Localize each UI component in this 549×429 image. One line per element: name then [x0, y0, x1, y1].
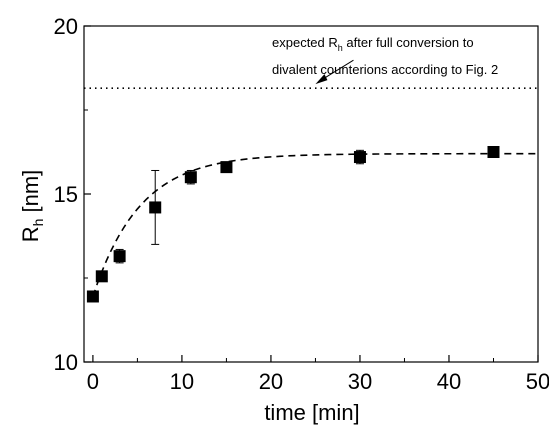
y-axis-label-subscript: h	[30, 219, 46, 227]
y-axis-label: Rh [nm]	[18, 170, 46, 243]
x-axis-label: time [min]	[264, 400, 359, 425]
data-points-layer	[86, 146, 500, 303]
x-tick-label: 30	[348, 369, 372, 394]
x-tick-label: 20	[259, 369, 283, 394]
x-tick-label: 40	[437, 369, 461, 394]
fit-curve	[92, 152, 538, 297]
data-point	[184, 171, 197, 184]
data-point	[149, 201, 162, 214]
data-point	[220, 161, 233, 174]
data-point	[487, 146, 500, 158]
y-tick-label: 10	[54, 350, 78, 375]
y-tick-label: 20	[54, 14, 78, 39]
axes-layer: 0 10 20 30 40 50 10 15 20	[54, 14, 549, 394]
data-point	[353, 151, 366, 164]
x-tick-label: 10	[170, 369, 194, 394]
annotation-subscript: h	[338, 43, 343, 53]
data-point	[86, 290, 99, 303]
fit-curve-layer	[92, 152, 538, 297]
x-tick-label: 50	[526, 369, 549, 394]
y-tick-label: 15	[54, 182, 78, 207]
annotation-layer: expected Rh after full conversion to div…	[272, 35, 498, 85]
annotation-line-1: expected Rh after full conversion to	[272, 35, 474, 53]
annotation-arrow-head	[315, 74, 328, 85]
annotation-line-2: divalent counterions according to Fig. 2	[272, 62, 498, 77]
x-tick-label: 0	[87, 369, 99, 394]
data-point	[113, 250, 126, 263]
data-point	[95, 270, 108, 283]
